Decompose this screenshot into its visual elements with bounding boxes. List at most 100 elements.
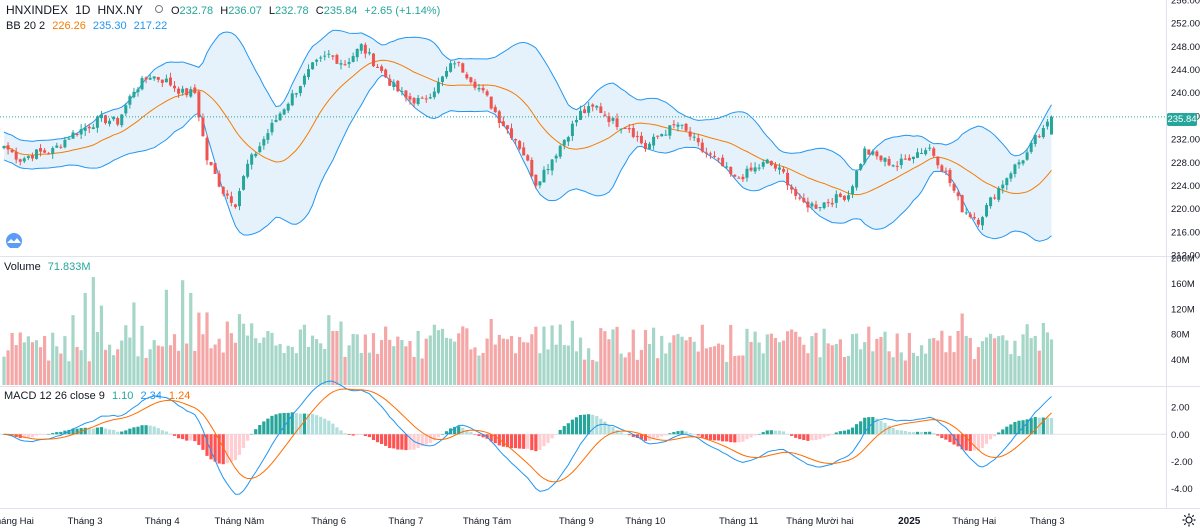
- candle-body: [538, 181, 542, 186]
- macd-hist-bar: [745, 434, 749, 440]
- candle-body: [108, 120, 112, 124]
- macd-hist-bar: [838, 431, 842, 435]
- candle-body: [274, 119, 278, 122]
- candle-body: [1001, 184, 1005, 189]
- candle-body: [883, 157, 887, 162]
- candle-body: [656, 135, 660, 137]
- macd-hist-bar: [286, 412, 290, 435]
- macd-hist-bar: [822, 434, 826, 438]
- volume-bar: [266, 331, 270, 385]
- candle-body: [554, 155, 558, 159]
- candle-body: [412, 98, 416, 104]
- macd-hist-bar: [375, 434, 380, 443]
- volume-bar: [172, 334, 177, 385]
- candle-body: [294, 93, 298, 95]
- candle-body: [156, 76, 160, 80]
- macd-hist-bar: [562, 426, 566, 435]
- settings-gear-icon[interactable]: [1182, 513, 1196, 527]
- volume-bar: [1025, 324, 1029, 385]
- tradingview-logo-icon[interactable]: [4, 232, 24, 249]
- macd-hist-bar: [465, 429, 469, 435]
- volume-bar: [652, 327, 656, 385]
- volume-bar: [1001, 335, 1005, 385]
- volume-bar: [595, 361, 599, 385]
- macd-hist-bar: [1025, 419, 1029, 435]
- candle-body: [741, 176, 745, 180]
- volume-bar: [51, 332, 55, 385]
- volume-bar: [18, 332, 22, 385]
- candle-body: [266, 133, 270, 140]
- volume-bar: [79, 350, 83, 385]
- volume-bar: [940, 330, 944, 385]
- volume-bar: [6, 350, 10, 385]
- candle-body: [928, 147, 932, 149]
- candle-body: [798, 197, 802, 199]
- candle-body: [213, 163, 217, 174]
- candle-body: [95, 116, 99, 128]
- symbol-interval[interactable]: 1D: [75, 3, 91, 17]
- macd-hist-bar: [392, 434, 396, 449]
- candle-body: [290, 93, 294, 106]
- macd-hist-bar: [400, 434, 404, 450]
- macd-hist-bar: [176, 434, 181, 439]
- candle-body: [384, 69, 388, 78]
- volume-bar: [745, 328, 749, 385]
- candle-body: [116, 117, 120, 125]
- volume-bar: [469, 349, 473, 385]
- volume-bar: [181, 280, 185, 385]
- volume-bar: [501, 338, 505, 385]
- volume-bar: [859, 349, 863, 385]
- candle-body: [30, 155, 34, 159]
- macd-hist-bar: [424, 434, 428, 445]
- price-tick-label: 216.00: [1171, 227, 1200, 238]
- macd-hist-bar: [513, 434, 518, 449]
- macd-hist-bar: [643, 434, 648, 441]
- macd-hist-bar: [384, 434, 388, 446]
- macd-hist-bar: [700, 434, 704, 438]
- macd-hist-bar: [67, 429, 71, 435]
- volume-bar: [591, 360, 595, 385]
- volume-bar: [672, 335, 676, 385]
- candle-body: [493, 106, 497, 113]
- macd-hist-bar: [753, 434, 757, 436]
- volume-bar: [420, 358, 424, 385]
- volume-legend[interactable]: Volume 71.833M: [4, 261, 95, 273]
- bb-fill: [4, 30, 1052, 242]
- volume-bar: [229, 333, 233, 385]
- candle-body: [124, 105, 128, 114]
- candle-body: [132, 91, 136, 98]
- macd-legend[interactable]: MACD 12 26 close 9 1.10 2.34 1.24: [4, 390, 194, 402]
- macd-hist-bar: [172, 434, 177, 436]
- volume-bar: [810, 336, 814, 385]
- candle-body: [725, 166, 729, 168]
- volume-bar: [550, 325, 554, 385]
- candle-body: [611, 118, 615, 121]
- volume-bar: [404, 346, 408, 385]
- candle-body: [112, 116, 116, 120]
- candle-body: [26, 156, 30, 159]
- macd-hist-bar: [785, 433, 790, 435]
- symbol-ticker[interactable]: HNXINDEX: [6, 3, 69, 17]
- symbol-exchange[interactable]: HNX.NY: [97, 3, 143, 17]
- macd-hist-bar: [587, 414, 591, 435]
- bb-legend[interactable]: BB 20 2 226.26 235.30 217.22: [6, 20, 171, 32]
- volume-bar: [688, 337, 692, 385]
- macd-hist-bar: [440, 434, 445, 435]
- candle-body: [355, 48, 359, 58]
- candle-body: [489, 96, 493, 109]
- volume-bar: [63, 336, 67, 385]
- candle-body: [242, 176, 246, 190]
- macd-hist-bar: [619, 432, 623, 435]
- macd-hist-bar: [875, 418, 879, 435]
- volume-bar: [26, 336, 30, 385]
- volume-bar: [205, 312, 209, 385]
- price-tick-label: 256.00: [1171, 0, 1200, 7]
- macd-hist-bar: [582, 414, 587, 435]
- macd-hist-bar: [773, 430, 777, 435]
- volume-bar: [10, 332, 14, 385]
- volume-bar: [968, 337, 972, 385]
- volume-bar: [282, 353, 286, 385]
- macd-hist-bar: [120, 431, 124, 435]
- candle-body: [428, 97, 432, 99]
